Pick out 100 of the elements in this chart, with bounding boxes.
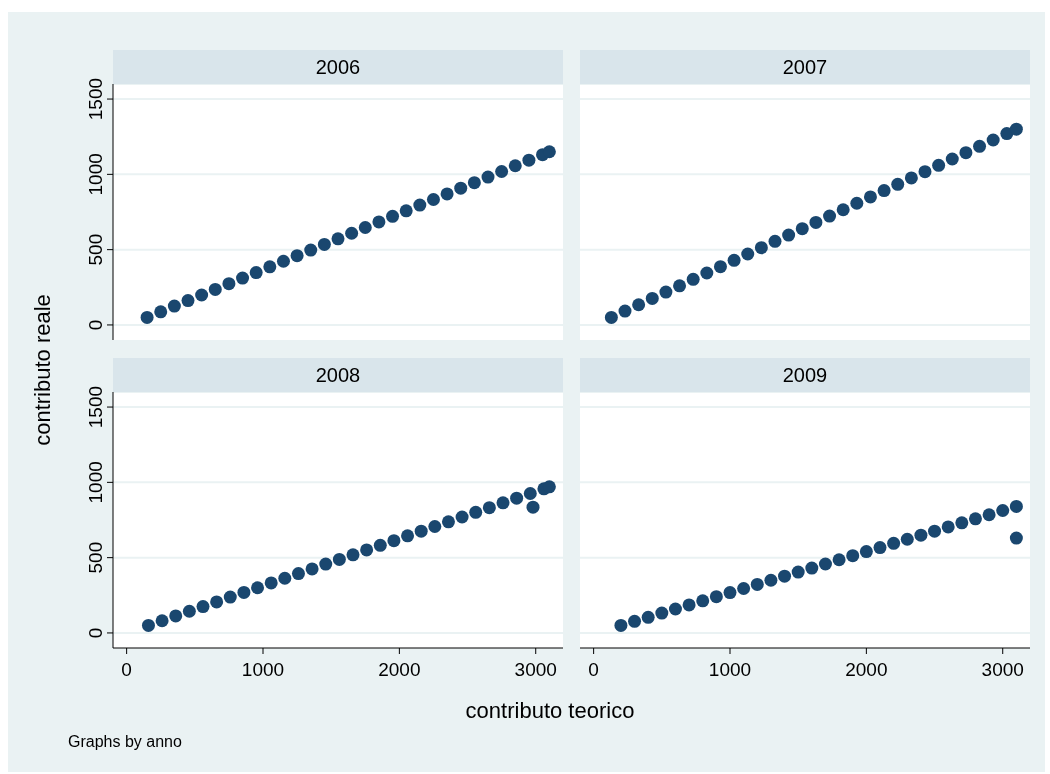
point (386, 209, 400, 223)
point (741, 247, 755, 261)
x-tick-label: 2000 (845, 659, 888, 680)
point (614, 618, 628, 632)
point (655, 606, 669, 620)
point (768, 234, 782, 248)
point (278, 571, 292, 585)
y-tick-label: 500 (85, 233, 106, 266)
chart-title: 2008 (315, 364, 361, 386)
point (167, 299, 181, 313)
point (251, 581, 265, 595)
x-tick-label: 3000 (514, 659, 557, 680)
point (401, 529, 415, 543)
point (345, 226, 359, 240)
x-tick-label: 1000 (241, 659, 285, 680)
point (467, 176, 481, 190)
point (659, 285, 673, 299)
point (877, 184, 891, 198)
y-tick-label: 500 (85, 541, 106, 574)
point (809, 215, 823, 229)
point (859, 545, 873, 559)
point (873, 541, 887, 555)
point (750, 577, 764, 591)
point (469, 505, 483, 519)
point (846, 549, 860, 563)
point (836, 203, 850, 217)
point (169, 609, 183, 623)
point (1000, 127, 1014, 141)
point (236, 271, 250, 285)
point (290, 249, 304, 263)
point (863, 190, 877, 204)
point (986, 133, 1000, 147)
point (673, 279, 687, 293)
y-tick-label: 0 (85, 319, 106, 331)
point (982, 508, 996, 522)
chart-title: 2006 (315, 56, 361, 78)
point (805, 561, 819, 575)
point (1009, 122, 1023, 136)
y-tick-label: 1000 (85, 153, 106, 196)
point (526, 500, 540, 514)
point (778, 569, 792, 583)
point (727, 253, 741, 267)
chart-title: 2007 (782, 56, 828, 78)
text: Graphs by anno (68, 733, 182, 750)
point (918, 165, 932, 179)
point (641, 610, 655, 624)
point (196, 600, 210, 614)
point (645, 291, 659, 305)
point (305, 562, 319, 576)
point (496, 496, 510, 510)
point (181, 294, 195, 308)
point (249, 266, 263, 280)
point (764, 573, 778, 587)
point (941, 520, 955, 534)
point (482, 501, 496, 515)
point (959, 146, 973, 160)
point (332, 552, 346, 566)
point (791, 565, 805, 579)
chart-title: 2009 (782, 364, 828, 386)
point (628, 614, 642, 628)
point (454, 181, 468, 195)
point (1009, 531, 1023, 545)
point (542, 145, 556, 159)
x-tick-label: 1000 (708, 659, 752, 680)
point (891, 177, 905, 191)
point (832, 553, 846, 567)
point (210, 595, 224, 609)
point (481, 170, 495, 184)
x-axis-title: contributo teorico (465, 698, 635, 723)
point (237, 585, 251, 599)
point (264, 576, 278, 590)
point (968, 512, 982, 526)
point (522, 153, 536, 167)
point (887, 536, 901, 550)
point (263, 260, 277, 274)
point (428, 519, 442, 533)
point (141, 618, 155, 632)
point (782, 228, 796, 242)
point (455, 510, 469, 524)
point (542, 480, 556, 494)
y-tick-label: 1500 (85, 77, 106, 121)
x-tick-label: 0 (588, 659, 599, 680)
point (399, 204, 413, 218)
point (331, 232, 345, 246)
point (904, 171, 918, 185)
point (510, 491, 524, 505)
x-tick-label: 0 (121, 659, 132, 680)
point (900, 532, 914, 546)
point (709, 590, 723, 604)
point (973, 139, 987, 153)
point (317, 237, 331, 251)
point (632, 298, 646, 312)
point (523, 487, 537, 500)
point (1009, 499, 1023, 513)
point (737, 582, 751, 595)
point (346, 548, 360, 562)
point (823, 209, 837, 223)
point (360, 543, 374, 557)
point (387, 534, 401, 548)
y-tick-label: 1500 (85, 385, 106, 429)
